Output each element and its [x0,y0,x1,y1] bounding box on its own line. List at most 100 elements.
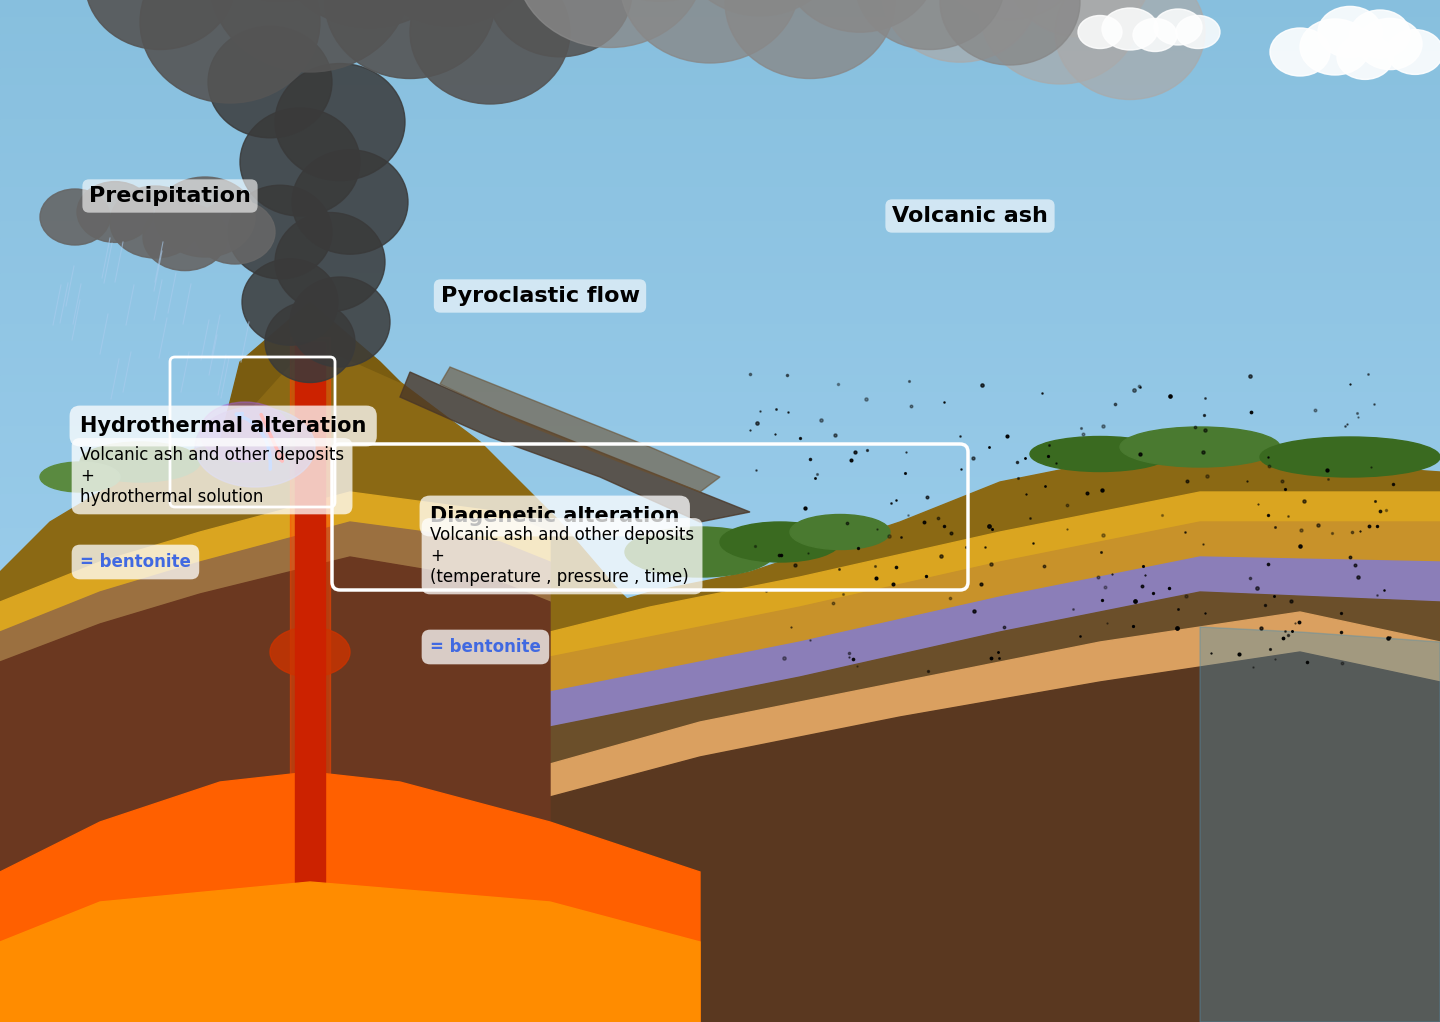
Bar [0,460,1440,477]
Bar [0,562,1440,579]
Bar [0,409,1440,426]
Bar [0,596,1440,613]
Ellipse shape [782,0,937,33]
Ellipse shape [1351,10,1410,58]
Bar [0,477,1440,494]
Text: Volcanic ash and other deposits
+
hydrothermal solution: Volcanic ash and other deposits + hydrot… [81,447,344,506]
Bar [0,545,1440,562]
Ellipse shape [275,213,384,312]
Ellipse shape [140,0,320,103]
Bar [0,766,1440,784]
Text: Hydrothermal alteration: Hydrothermal alteration [81,416,366,436]
Bar [0,494,1440,511]
Bar [0,733,1440,749]
Ellipse shape [935,0,1084,19]
Polygon shape [550,612,1440,797]
Polygon shape [0,772,700,1022]
Bar [0,902,1440,920]
Bar [0,120,1440,136]
Text: = bentonite: = bentonite [431,638,541,656]
Ellipse shape [289,277,390,367]
Ellipse shape [488,0,632,57]
Bar [0,51,1440,68]
Polygon shape [0,557,550,1022]
Polygon shape [550,592,1440,764]
Ellipse shape [1318,6,1382,57]
Polygon shape [289,337,330,1022]
Bar [0,971,1440,988]
Polygon shape [220,301,400,442]
Bar [0,256,1440,273]
Ellipse shape [1079,15,1122,48]
Ellipse shape [200,402,289,462]
Ellipse shape [883,0,1038,62]
Ellipse shape [109,186,200,258]
Polygon shape [550,492,1440,657]
Ellipse shape [85,0,235,49]
Bar [0,920,1440,937]
Ellipse shape [143,203,228,271]
Text: Volcanic ash: Volcanic ash [891,206,1048,226]
Ellipse shape [1260,437,1440,477]
Ellipse shape [720,522,840,562]
Polygon shape [550,452,1440,1022]
Ellipse shape [76,182,153,242]
Ellipse shape [40,189,109,245]
Bar [0,187,1440,204]
Ellipse shape [516,0,706,47]
Polygon shape [400,372,750,522]
Bar [0,358,1440,375]
Bar [0,511,1440,528]
Bar [0,443,1440,460]
Polygon shape [0,882,700,1022]
Bar [0,886,1440,902]
Ellipse shape [325,0,495,79]
Bar [0,851,1440,869]
Bar [0,647,1440,664]
Ellipse shape [292,150,408,254]
Ellipse shape [1300,19,1369,75]
Bar [0,324,1440,340]
Ellipse shape [855,0,1005,49]
Ellipse shape [1120,427,1280,467]
Ellipse shape [1336,35,1392,80]
Ellipse shape [40,462,120,492]
Bar [0,818,1440,835]
Bar [0,613,1440,631]
Ellipse shape [156,177,255,257]
Polygon shape [0,342,700,1022]
Bar [0,835,1440,851]
Ellipse shape [275,63,405,181]
Bar [0,631,1440,647]
Bar [0,426,1440,443]
Ellipse shape [207,27,333,138]
Bar [0,391,1440,409]
Ellipse shape [1387,30,1440,75]
Text: = bentonite: = bentonite [81,553,192,571]
Ellipse shape [228,185,333,279]
Ellipse shape [1008,0,1152,37]
Ellipse shape [240,108,360,216]
Text: Diagenetic alteration: Diagenetic alteration [431,506,680,526]
Bar [0,85,1440,102]
Bar [0,375,1440,391]
Ellipse shape [791,514,890,550]
Ellipse shape [1133,18,1176,51]
Bar [0,988,1440,1005]
Bar [0,579,1440,596]
Ellipse shape [940,0,1080,65]
Bar [0,171,1440,187]
Polygon shape [0,522,550,662]
Bar [0,34,1440,51]
Ellipse shape [271,897,350,947]
Bar [0,749,1440,766]
Bar [0,869,1440,886]
Ellipse shape [265,301,356,382]
Ellipse shape [1030,436,1169,471]
Ellipse shape [81,442,200,482]
Polygon shape [550,557,1440,727]
Ellipse shape [194,407,315,487]
Bar [0,273,1440,289]
Bar [0,784,1440,800]
Ellipse shape [210,0,410,72]
